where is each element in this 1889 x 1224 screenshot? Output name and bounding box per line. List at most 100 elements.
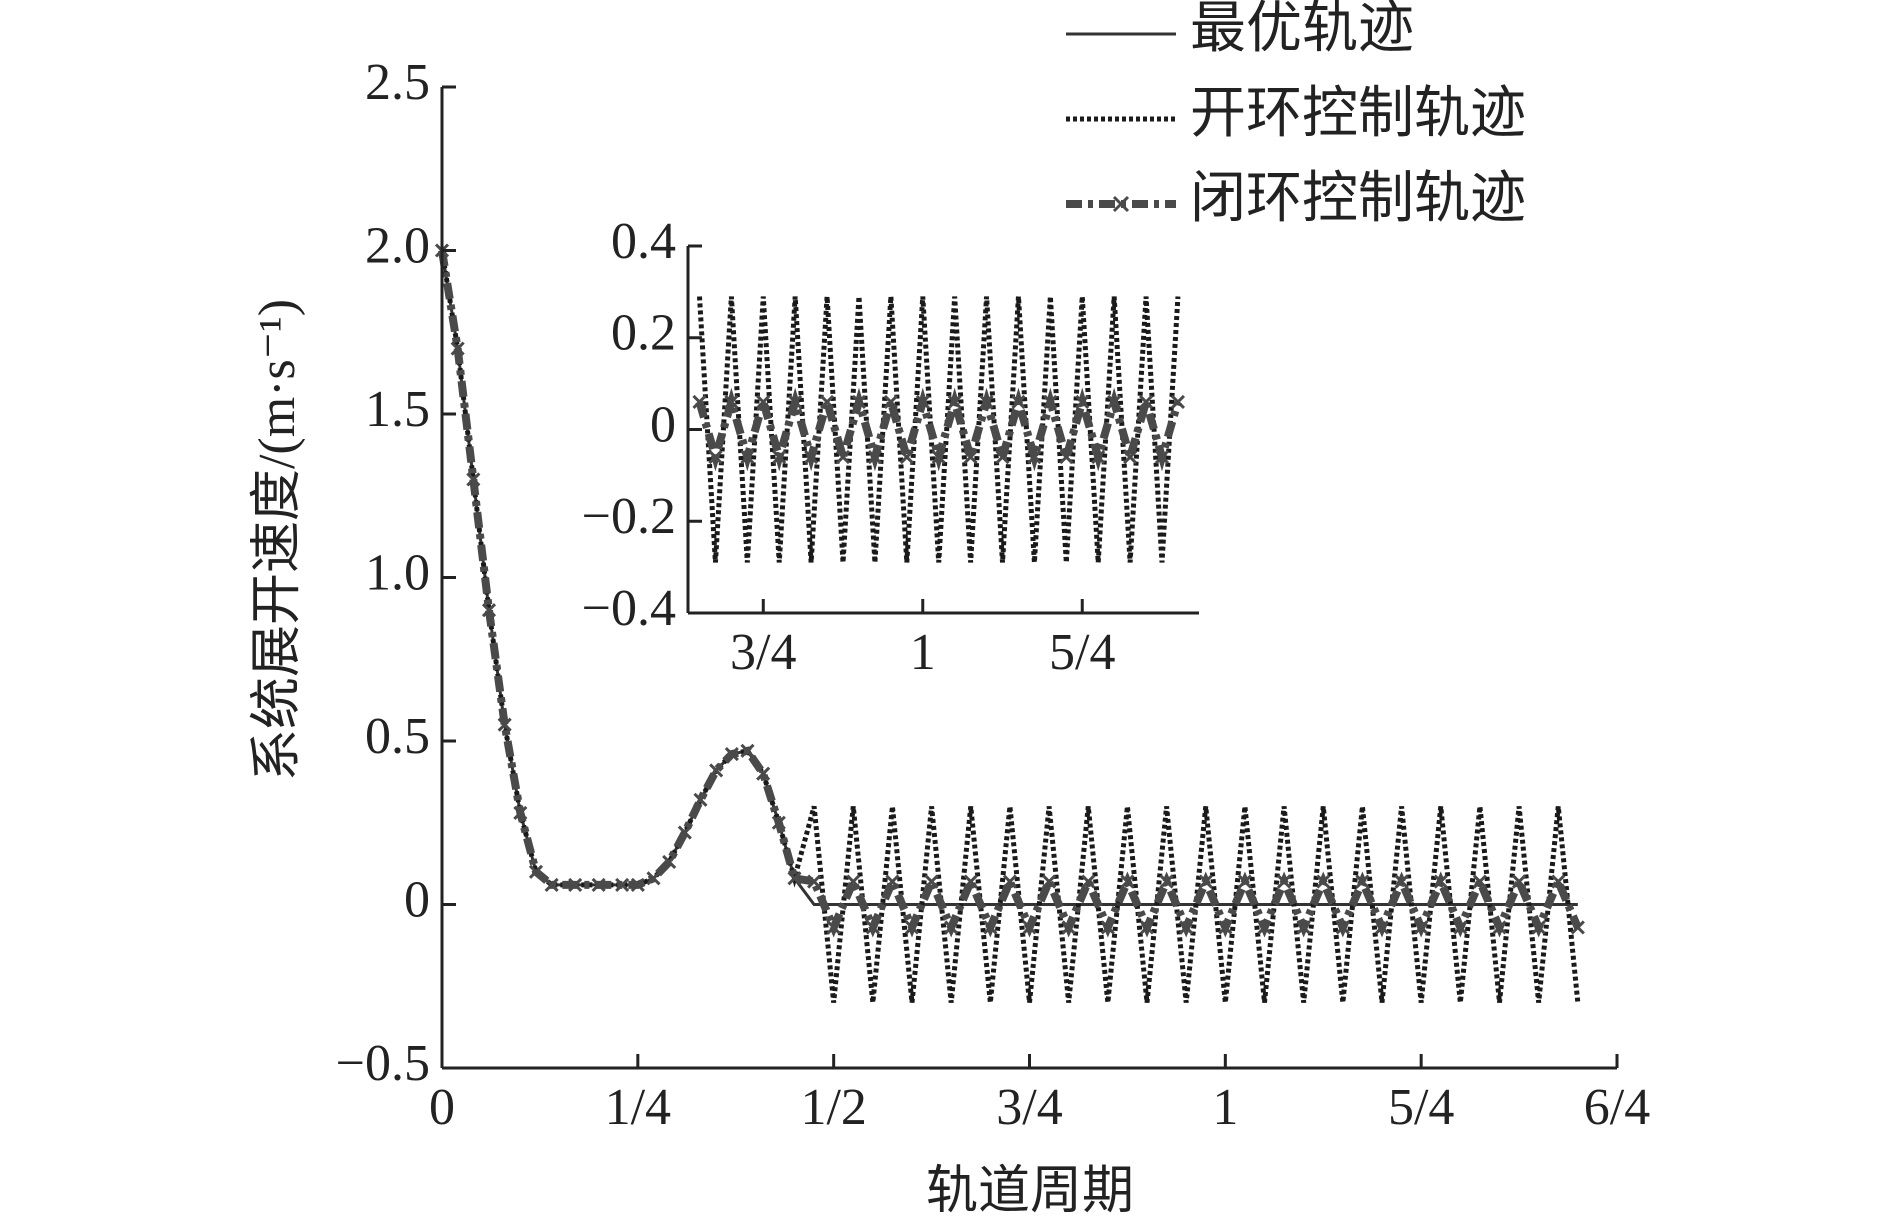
x-axis-label: 轨道周期: [926, 1163, 1134, 1220]
series-marker: [1218, 920, 1233, 935]
series-marker: [899, 449, 914, 465]
series-marker: [1100, 920, 1115, 935]
y-tick-label: 2.5: [365, 54, 430, 111]
series-marker: [1027, 449, 1042, 465]
series-marker: [756, 394, 771, 410]
series-marker: [1179, 920, 1194, 935]
series-marker: [677, 825, 692, 840]
series-marker: [835, 449, 851, 465]
series-marker: [1374, 920, 1390, 935]
series-marker: [513, 805, 528, 821]
x-tick-label: 3/4: [996, 1079, 1062, 1136]
series-marker: [915, 394, 930, 410]
series-marker: [804, 449, 819, 465]
series-marker: [1043, 394, 1058, 410]
series-marker: [662, 854, 677, 870]
series-marker: [1551, 874, 1566, 889]
series-marker: [1139, 920, 1155, 935]
series-line: [696, 296, 1181, 563]
series-marker: [1277, 874, 1292, 889]
x-tick-label: 5/4: [1388, 1079, 1454, 1136]
series-marker: [740, 743, 755, 758]
legend-label: 最优轨迹: [1190, 0, 1414, 60]
series-marker: [1257, 920, 1272, 935]
series-marker: [1011, 394, 1026, 410]
series-marker: [1138, 394, 1154, 410]
series-marker: [885, 874, 900, 889]
series-marker: [904, 920, 920, 935]
series-marker: [867, 449, 882, 465]
series-marker: [924, 874, 939, 889]
series-marker: [826, 920, 841, 935]
series-marker: [630, 877, 645, 892]
series-marker: [1453, 920, 1468, 935]
series-marker: [1570, 920, 1585, 935]
series-marker: [963, 874, 978, 889]
series-marker: [963, 449, 978, 465]
series-marker: [481, 603, 497, 618]
series-marker: [846, 874, 861, 889]
series-marker: [1237, 874, 1252, 889]
series-line: [439, 250, 1581, 1003]
series-marker: [1081, 874, 1096, 889]
series-marker: [979, 394, 994, 410]
x-tick-label: 6/4: [1584, 1079, 1650, 1136]
series-marker: [1355, 874, 1370, 889]
y-tick-label: 1.5: [365, 381, 430, 438]
y-tick-label: −0.4: [582, 580, 676, 637]
series-marker: [851, 394, 867, 410]
series-marker: [615, 877, 630, 892]
series-marker: [724, 394, 739, 410]
series-marker: [693, 792, 708, 807]
series-marker: [544, 877, 559, 892]
series-marker: [708, 449, 723, 465]
series-marker: [983, 920, 998, 935]
series-marker: [1002, 874, 1017, 889]
legend-label: 闭环控制轨迹: [1190, 168, 1526, 230]
series-marker: [724, 747, 739, 762]
series-marker: [1296, 920, 1311, 935]
legend-label: 开环控制轨迹: [1190, 83, 1526, 145]
series-marker: [944, 920, 959, 935]
series-marker: [568, 877, 583, 892]
x-tick-label: 1: [910, 624, 936, 681]
series-marker: [1170, 394, 1186, 410]
series-marker: [1531, 920, 1546, 935]
series-marker: [709, 763, 724, 778]
series-marker: [1042, 874, 1057, 889]
series-marker: [931, 449, 946, 465]
legend-marker: [1112, 195, 1130, 213]
series-marker: [1107, 394, 1122, 410]
series-marker: [807, 874, 822, 889]
series-marker: [820, 394, 835, 410]
series-marker: [1512, 874, 1527, 889]
series-marker: [995, 449, 1010, 465]
series-marker: [788, 394, 803, 410]
y-tick-label: 0: [650, 396, 676, 453]
series-marker: [466, 472, 481, 487]
y-tick-label: −0.2: [582, 488, 676, 545]
series-marker: [756, 766, 771, 781]
series-marker: [740, 449, 755, 465]
series-marker: [1091, 449, 1106, 465]
series-marker: [1335, 920, 1350, 935]
series-line: [438, 249, 1582, 938]
series-marker: [1154, 449, 1170, 465]
y-tick-label: 0.5: [365, 708, 430, 765]
x-tick-label: 0: [429, 1079, 455, 1136]
series-marker: [1159, 874, 1174, 889]
series-marker: [771, 815, 786, 830]
y-tick-label: 2.0: [365, 217, 430, 274]
y-tick-label: 0.4: [611, 213, 676, 270]
series-marker: [1022, 920, 1037, 935]
series-marker: [787, 871, 802, 886]
series-marker: [450, 341, 465, 356]
series-marker: [1120, 874, 1135, 889]
series-marker: [1061, 920, 1076, 935]
series-marker: [1394, 874, 1409, 889]
x-tick-label: 3/4: [730, 624, 796, 681]
series-marker: [1472, 874, 1487, 889]
series-marker: [947, 394, 962, 410]
x-tick-label: 5/4: [1049, 624, 1115, 681]
